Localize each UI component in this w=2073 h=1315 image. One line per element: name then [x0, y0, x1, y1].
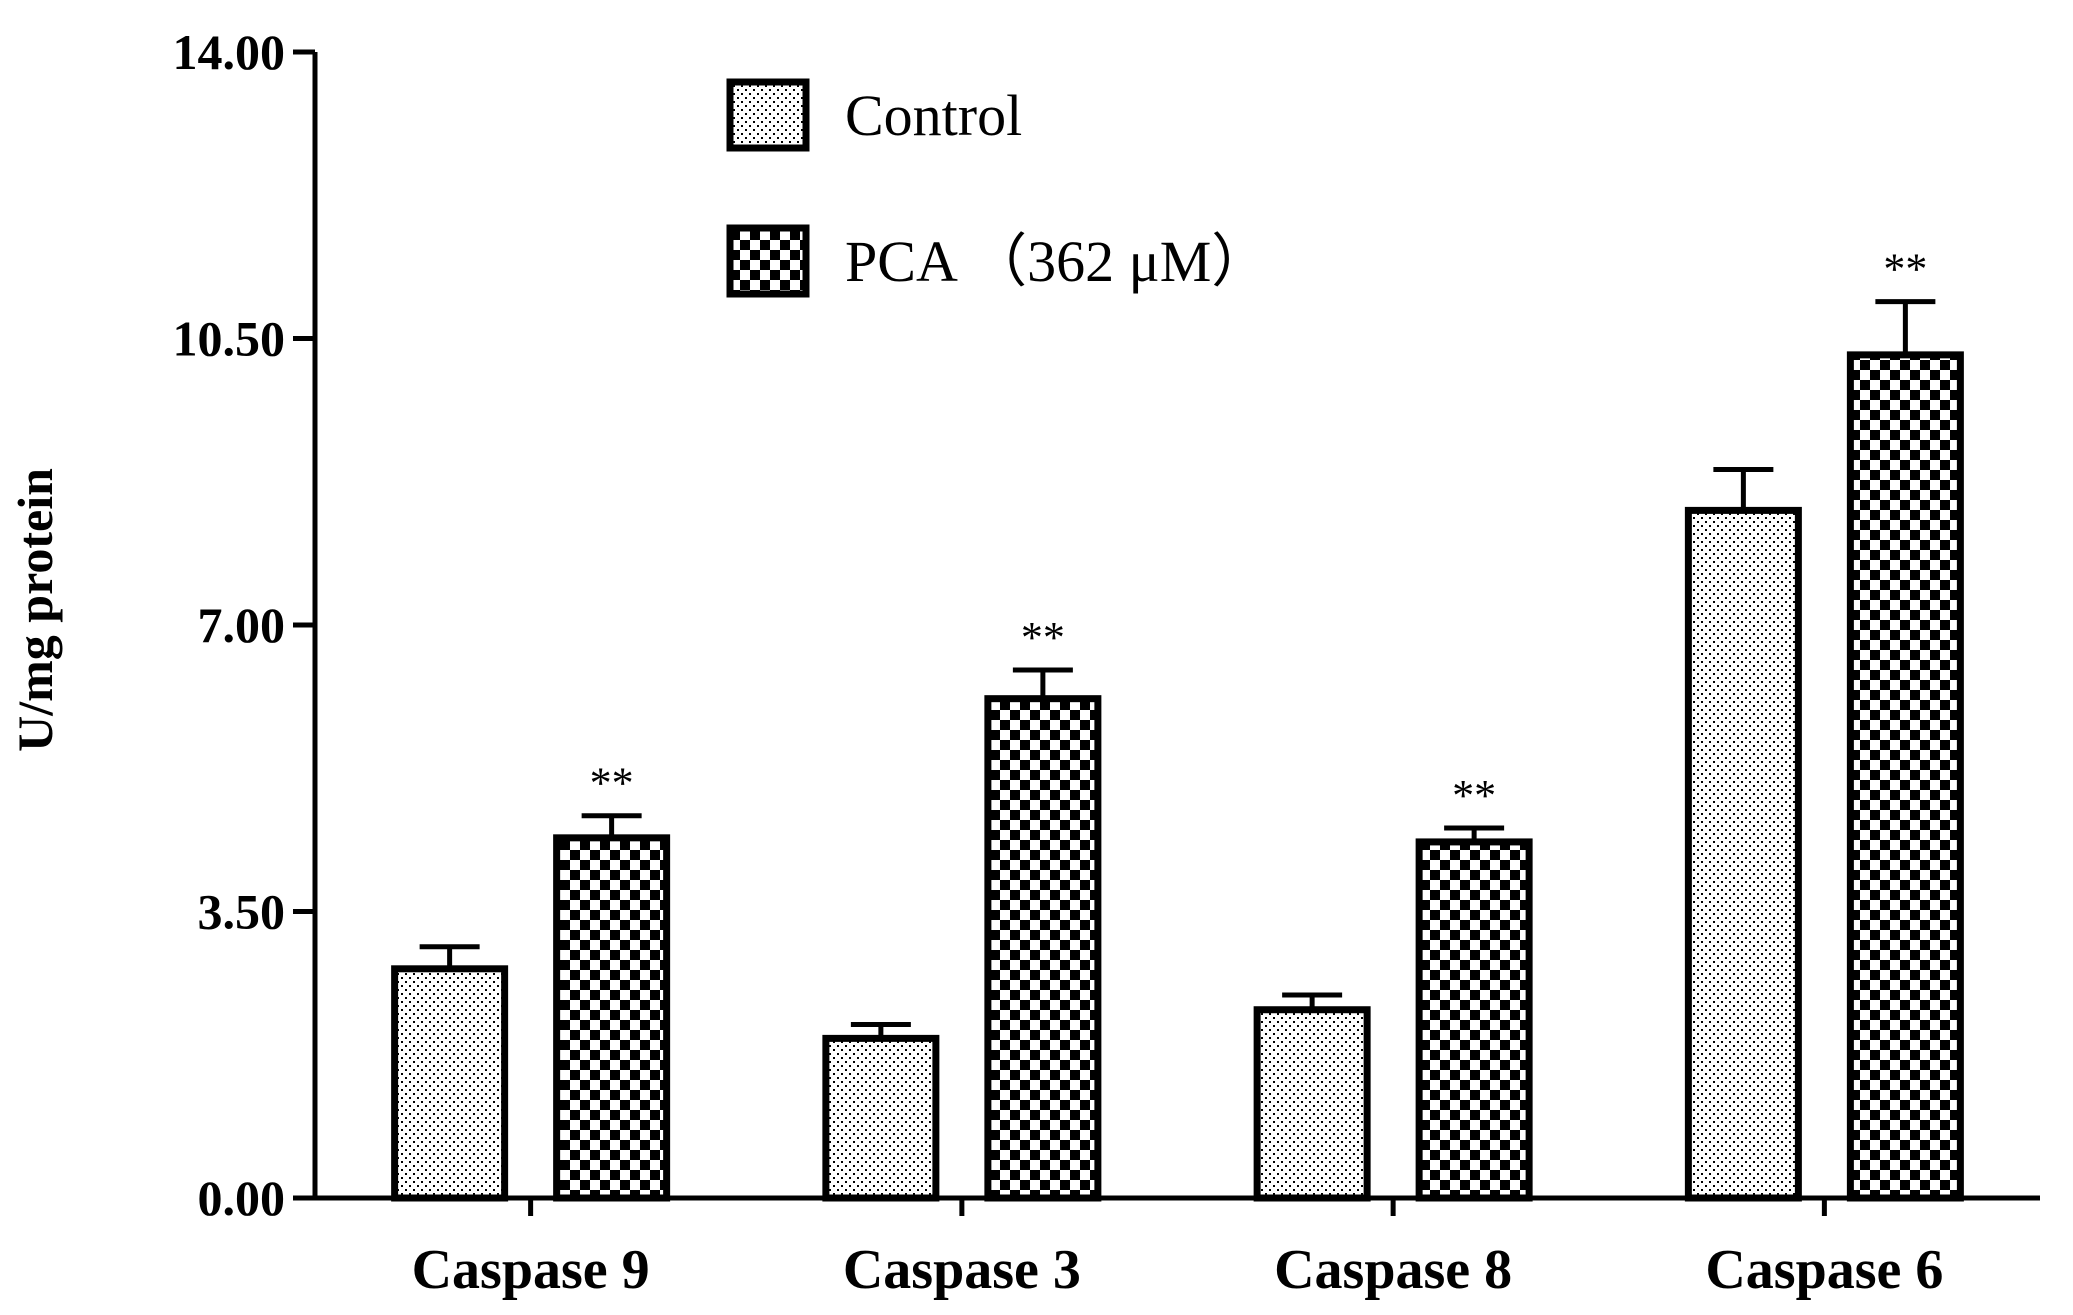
bar — [1253, 1006, 1371, 1202]
bars: ** ** ** ** — [391, 245, 1964, 1202]
legend: Control PCA （362 μM） — [726, 78, 1269, 298]
significance-label: ** — [590, 759, 634, 808]
bar — [1415, 838, 1533, 1202]
legend-swatch — [726, 78, 810, 152]
y-tick-label: 14.00 — [173, 24, 286, 80]
significance-label: ** — [1021, 613, 1065, 662]
x-category-label: Caspase 8 — [1274, 1239, 1512, 1301]
y-axis-title: U/mg protein — [7, 468, 63, 752]
bar — [391, 965, 509, 1202]
bar — [1684, 506, 1802, 1202]
x-category-label: Caspase 9 — [412, 1239, 650, 1301]
axes: 0.00 3.50 7.00 10.50 14.00 Caspase 9 Caspase 3… — [173, 24, 2040, 1301]
legend-label: PCA （362 μM） — [845, 229, 1269, 294]
legend-label: Control — [845, 83, 1022, 148]
y-tick-label: 10.50 — [173, 311, 286, 367]
bar — [984, 695, 1102, 1202]
y-tick-label: 3.50 — [198, 884, 286, 940]
bar — [553, 834, 671, 1202]
x-category-label: Caspase 6 — [1705, 1239, 1943, 1301]
bar — [1846, 351, 1964, 1202]
x-category-label: Caspase 3 — [843, 1239, 1081, 1301]
y-tick-label: 7.00 — [198, 597, 286, 653]
bar — [822, 1034, 940, 1202]
significance-label: ** — [1883, 245, 1927, 294]
y-tick-label: 0.00 — [198, 1170, 286, 1226]
significance-label: ** — [1452, 771, 1496, 820]
legend-swatch — [726, 224, 810, 298]
